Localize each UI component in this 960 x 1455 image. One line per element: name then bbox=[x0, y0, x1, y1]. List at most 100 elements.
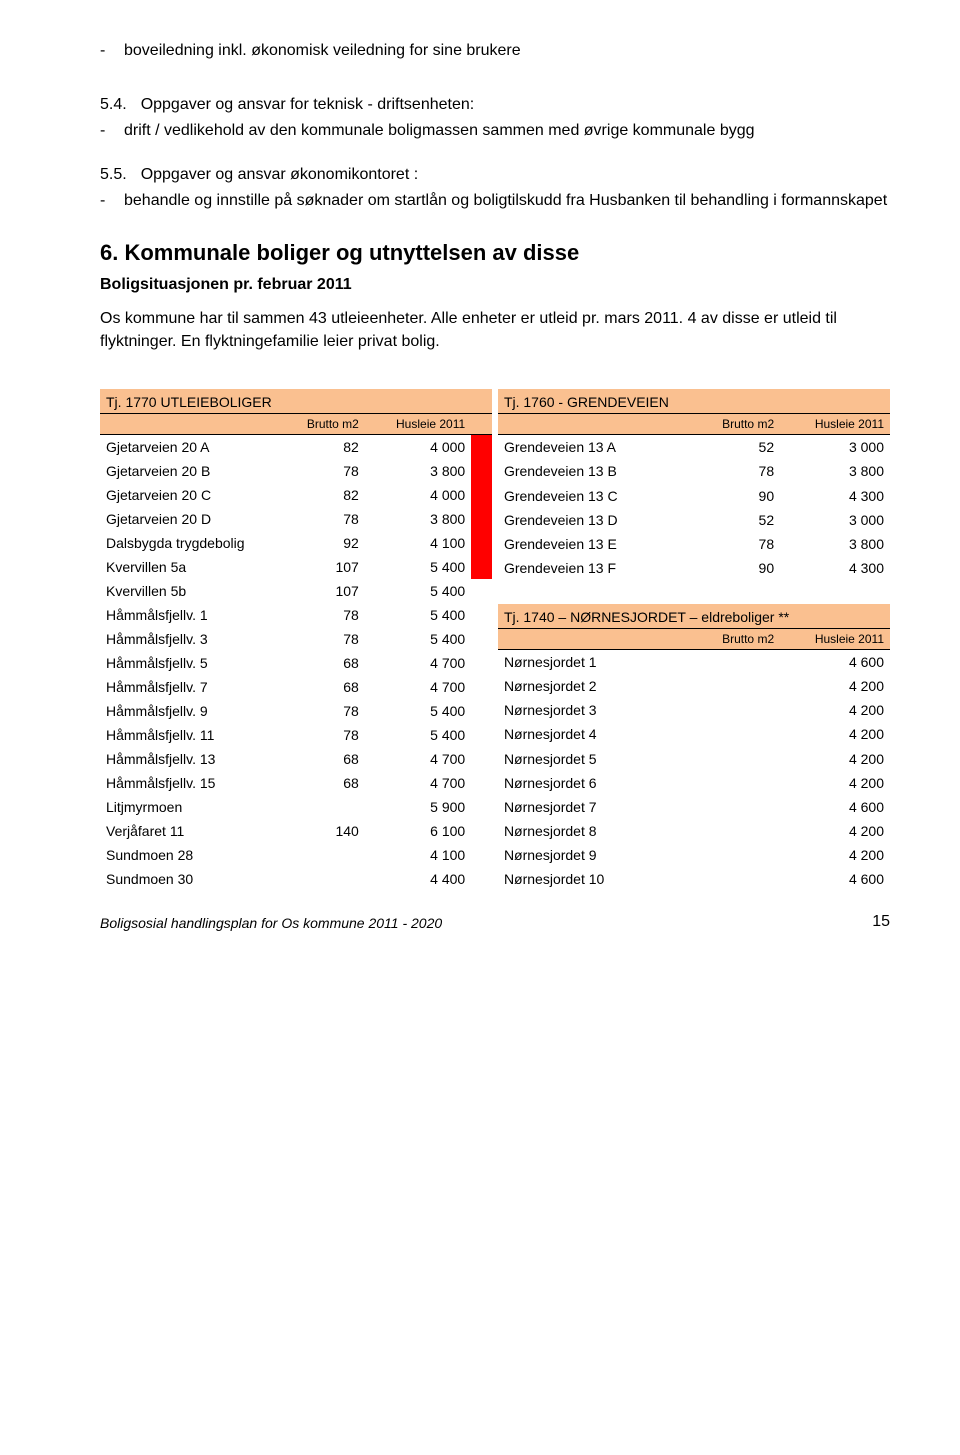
row-brutto bbox=[692, 722, 780, 746]
dash: - bbox=[100, 190, 110, 212]
row-brutto: 78 bbox=[279, 507, 365, 531]
row-brutto bbox=[692, 698, 780, 722]
table-row: Håmmålsfjellv. 7684 700 bbox=[100, 675, 492, 699]
section-5-4-bullet-text: drift / vedlikehold av den kommunale bol… bbox=[124, 120, 890, 142]
red-cell bbox=[471, 507, 492, 531]
table-row: Grendeveien 13 A523 000 bbox=[498, 435, 890, 460]
row-brutto bbox=[692, 843, 780, 867]
row-brutto: 78 bbox=[692, 532, 780, 556]
row-brutto: 107 bbox=[279, 579, 365, 603]
red-cell bbox=[471, 723, 492, 747]
section-5-5-bullet-text: behandle og innstille på søknader om sta… bbox=[124, 190, 890, 212]
row-rent: 4 700 bbox=[365, 747, 471, 771]
table-row: Sundmoen 28 4 100 bbox=[100, 843, 492, 867]
row-name: Gjetarveien 20 B bbox=[100, 459, 279, 483]
row-brutto: 90 bbox=[692, 484, 780, 508]
row-brutto: 52 bbox=[692, 435, 780, 460]
row-brutto: 82 bbox=[279, 483, 365, 507]
row-rent: 4 600 bbox=[780, 650, 890, 675]
row-name: Grendeveien 13 A bbox=[498, 435, 692, 460]
page-number: 15 bbox=[872, 913, 890, 931]
red-cell bbox=[471, 483, 492, 507]
table-row: Sundmoen 304 400 bbox=[100, 867, 492, 891]
row-rent: 4 600 bbox=[780, 867, 890, 891]
red-cell bbox=[471, 627, 492, 651]
dash: - bbox=[100, 40, 110, 62]
row-rent: 5 400 bbox=[365, 555, 471, 579]
section-6-title: Kommunale boliger og utnyttelsen av diss… bbox=[124, 240, 579, 265]
row-brutto: 82 bbox=[279, 435, 365, 460]
red-cell bbox=[471, 459, 492, 483]
row-rent: 4 200 bbox=[780, 819, 890, 843]
row-name: Nørnesjordet 10 bbox=[498, 867, 692, 891]
row-name: Håmmålsfjellv. 11 bbox=[100, 723, 279, 747]
row-rent: 4 600 bbox=[780, 795, 890, 819]
row-rent: 4 200 bbox=[780, 674, 890, 698]
row-name: Nørnesjordet 4 bbox=[498, 722, 692, 746]
red-cell bbox=[471, 651, 492, 675]
row-rent: 5 400 bbox=[365, 627, 471, 651]
row-name: Nørnesjordet 9 bbox=[498, 843, 692, 867]
row-rent: 5 400 bbox=[365, 699, 471, 723]
table-row: Grendeveien 13 D523 000 bbox=[498, 508, 890, 532]
tables-wrap: Tj. 1770 UTLEIEBOLIGER Brutto m2 Husleie… bbox=[100, 389, 890, 891]
row-brutto: 78 bbox=[279, 459, 365, 483]
red-cell bbox=[471, 531, 492, 555]
red-cell bbox=[471, 603, 492, 627]
table-row: Grendeveien 13 C904 300 bbox=[498, 484, 890, 508]
section-5-5-num: 5.5. bbox=[100, 166, 127, 184]
row-name: Kvervillen 5b bbox=[100, 579, 279, 603]
row-name: Grendeveien 13 C bbox=[498, 484, 692, 508]
row-brutto: 107 bbox=[279, 555, 365, 579]
row-rent: 4 000 bbox=[365, 435, 471, 460]
intro-bullet: - boveiledning inkl. økonomisk veilednin… bbox=[100, 40, 890, 62]
red-cell bbox=[471, 843, 492, 867]
row-name: Håmmålsfjellv. 13 bbox=[100, 747, 279, 771]
subhead: Boligsituasjonen pr. februar 2011 bbox=[100, 276, 890, 294]
section-5-4-bullet: - drift / vedlikehold av den kommunale b… bbox=[100, 120, 890, 142]
right-top-col-rent: Husleie 2011 bbox=[780, 414, 890, 435]
row-name: Gjetarveien 20 A bbox=[100, 435, 279, 460]
row-name: Gjetarveien 20 D bbox=[100, 507, 279, 531]
table-row: Nørnesjordet 14 600 bbox=[498, 650, 890, 675]
table-row: Håmmålsfjellv. 3785 400 bbox=[100, 627, 492, 651]
row-name: Nørnesjordet 7 bbox=[498, 795, 692, 819]
blank-row bbox=[498, 580, 890, 604]
section-5-4-num: 5.4. bbox=[100, 96, 127, 114]
section-5-5-text: Oppgaver og ansvar økonomikontoret : bbox=[141, 166, 418, 184]
row-brutto bbox=[692, 795, 780, 819]
table-row: Kvervillen 5a1075 400 bbox=[100, 555, 492, 579]
row-name: Grendeveien 13 E bbox=[498, 532, 692, 556]
right-bottom-subheader: Brutto m2Husleie 2011 bbox=[498, 629, 890, 650]
row-rent: 4 400 bbox=[365, 867, 471, 891]
row-rent: 4 200 bbox=[780, 722, 890, 746]
row-brutto: 78 bbox=[279, 603, 365, 627]
table-row: Dalsbygda trygdebolig924 100 bbox=[100, 531, 492, 555]
row-rent: 6 100 bbox=[365, 819, 471, 843]
row-name: Håmmålsfjellv. 1 bbox=[100, 603, 279, 627]
row-brutto: 78 bbox=[279, 699, 365, 723]
row-brutto: 92 bbox=[279, 531, 365, 555]
table-row: Gjetarveien 20 D783 800 bbox=[100, 507, 492, 531]
row-name: Nørnesjordet 2 bbox=[498, 674, 692, 698]
section-5-5-title: 5.5. Oppgaver og ansvar økonomikontoret … bbox=[100, 166, 890, 184]
row-name: Håmmålsfjellv. 9 bbox=[100, 699, 279, 723]
table-row: Verjåfaret 111406 100 bbox=[100, 819, 492, 843]
dash: - bbox=[100, 120, 110, 142]
row-name: Gjetarveien 20 C bbox=[100, 483, 279, 507]
table-row: Håmmålsfjellv. 5684 700 bbox=[100, 651, 492, 675]
row-rent: 4 000 bbox=[365, 483, 471, 507]
row-brutto bbox=[692, 819, 780, 843]
row-brutto bbox=[692, 867, 780, 891]
table-right: Tj. 1760 - GRENDEVEIEN Brutto m2 Husleie… bbox=[498, 389, 890, 891]
left-subheader: Brutto m2 Husleie 2011 bbox=[100, 414, 492, 435]
row-rent: 4 100 bbox=[365, 843, 471, 867]
section-5-5-bullet: - behandle og innstille på søknader om s… bbox=[100, 190, 890, 212]
row-rent: 3 800 bbox=[780, 532, 890, 556]
right-bottom-col-rent: Husleie 2011 bbox=[780, 629, 890, 650]
row-name: Sundmoen 28 bbox=[100, 843, 279, 867]
red-cell bbox=[471, 795, 492, 819]
section-6-num: 6. bbox=[100, 240, 118, 265]
row-brutto bbox=[692, 674, 780, 698]
row-brutto: 68 bbox=[279, 675, 365, 699]
